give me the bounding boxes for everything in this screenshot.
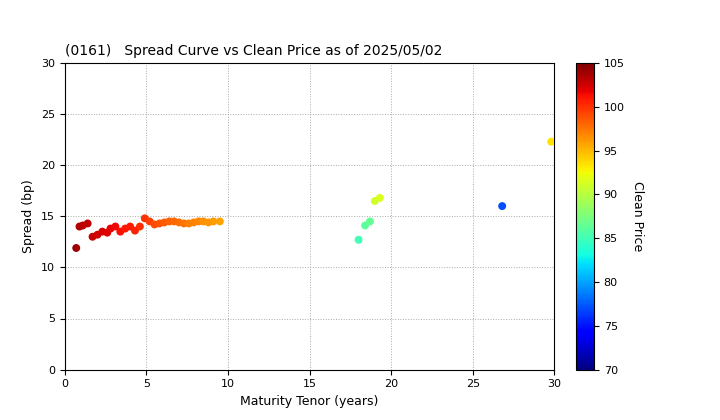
Point xyxy=(188,219,199,226)
Point xyxy=(96,228,108,235)
Point xyxy=(125,223,136,230)
Point xyxy=(364,218,376,225)
Point xyxy=(120,225,131,232)
Point xyxy=(153,220,165,227)
Point xyxy=(207,218,219,225)
Point xyxy=(91,231,103,238)
Point xyxy=(198,218,210,225)
Point xyxy=(158,219,170,226)
Point xyxy=(73,223,85,230)
Point xyxy=(163,218,175,225)
Y-axis label: Clean Price: Clean Price xyxy=(631,181,644,252)
Point xyxy=(183,220,194,227)
Point xyxy=(144,218,156,225)
Point xyxy=(129,227,140,234)
X-axis label: Maturity Tenor (years): Maturity Tenor (years) xyxy=(240,395,379,408)
Point xyxy=(149,221,161,228)
Point xyxy=(87,234,99,240)
Point xyxy=(214,218,225,225)
Point xyxy=(109,223,121,230)
Point xyxy=(104,225,116,232)
Point xyxy=(202,219,214,226)
Text: (0161)   Spread Curve vs Clean Price as of 2025/05/02: (0161) Spread Curve vs Clean Price as of… xyxy=(65,44,442,58)
Point xyxy=(139,215,150,222)
Point xyxy=(168,218,180,225)
Point xyxy=(545,138,557,145)
Point xyxy=(82,220,94,227)
Point xyxy=(374,194,385,201)
Point xyxy=(114,228,126,235)
Point xyxy=(178,220,189,227)
Point xyxy=(369,197,381,204)
Point xyxy=(359,222,371,229)
Point xyxy=(174,219,185,226)
Point xyxy=(71,244,82,251)
Point xyxy=(134,223,145,230)
Point xyxy=(193,218,204,225)
Point xyxy=(353,236,364,243)
Point xyxy=(77,222,89,229)
Point xyxy=(102,229,113,236)
Y-axis label: Spread (bp): Spread (bp) xyxy=(22,179,35,253)
Point xyxy=(496,203,508,210)
